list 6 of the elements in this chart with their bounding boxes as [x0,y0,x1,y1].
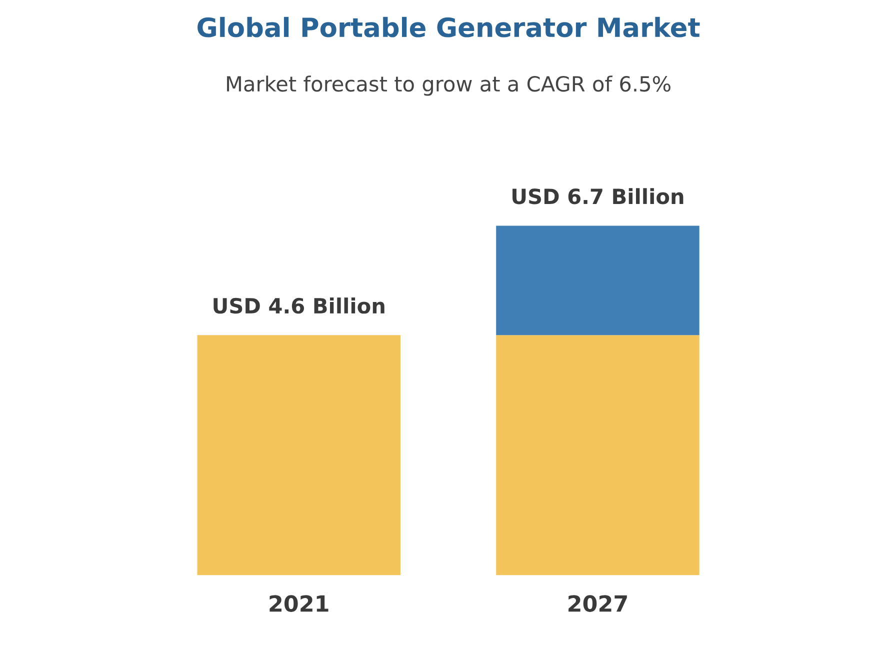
x-tick-label: 2027 [568,595,627,612]
total-label: USD 4.6 Billion [214,298,384,314]
total-label: USD 6.7 Billion [512,188,684,204]
chart-subtitle: Market forecast to grow at a CAGR of 6.5% [227,76,670,96]
x-tick-label: 2021 [270,595,328,612]
chart-title: Global Portable Generator Market [198,16,700,38]
